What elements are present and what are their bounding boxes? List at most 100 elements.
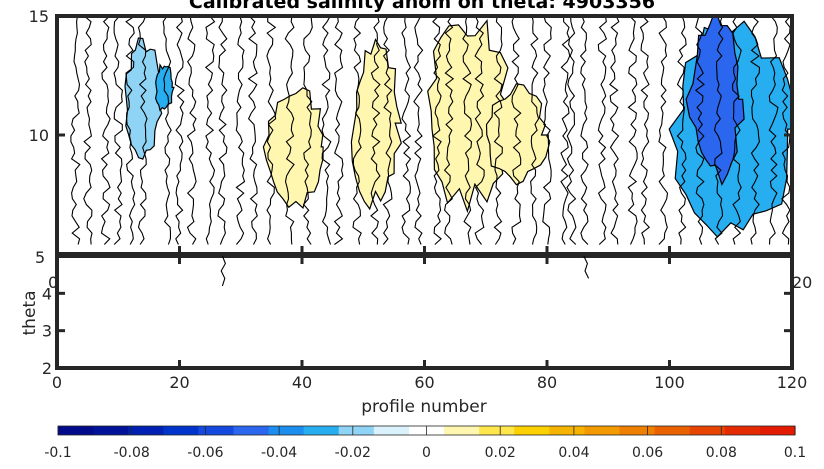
contour-line	[70, 16, 81, 245]
x-axis-label: profile number	[361, 397, 486, 417]
contour-line	[333, 16, 344, 245]
contour-line	[768, 16, 779, 245]
contour-line	[530, 16, 540, 245]
x-tick-label: 20	[169, 373, 189, 392]
colorbar-swatch	[128, 426, 164, 435]
colorbar-swatch	[233, 426, 270, 435]
overlap-label-x-left: 0	[48, 273, 58, 292]
anomaly-region	[124, 37, 163, 160]
contour-line	[560, 16, 571, 245]
contour-line	[235, 16, 246, 245]
theta-contours-lower	[220, 255, 590, 287]
contour-line	[113, 16, 123, 245]
anomaly-region	[262, 87, 324, 209]
contour-line	[566, 16, 577, 245]
contour-line	[694, 16, 705, 245]
contour-line	[609, 16, 620, 245]
overlap-label-y5: 5	[35, 248, 45, 267]
contour-line	[321, 16, 332, 245]
colorbar-tick-label: -0.06	[187, 445, 223, 461]
colorbar-tick-label: -0.1	[44, 445, 71, 461]
colorbar-swatch	[514, 426, 550, 435]
y-tick-label: 10	[29, 126, 49, 145]
colorbar-tick-label: 0	[422, 445, 431, 461]
contour-line	[162, 16, 172, 245]
contour-line	[401, 16, 412, 245]
bottom-panel-frame	[55, 254, 794, 370]
colorbar-swatch	[654, 426, 691, 435]
contour-line	[639, 16, 651, 245]
y-tick-label: 2	[42, 359, 52, 378]
x-tick-label: 80	[537, 373, 557, 392]
contour-line	[713, 16, 724, 245]
colorbar-tick-label: 0.08	[706, 445, 737, 461]
colorbar-tick-label: 0.02	[485, 445, 516, 461]
contour-line	[542, 16, 552, 245]
contour-line	[302, 16, 313, 245]
colorbar-swatch	[584, 426, 621, 435]
contour-line	[83, 16, 93, 245]
colorbar-swatch	[268, 426, 305, 435]
y-tick-label: 3	[42, 322, 52, 341]
colorbar: -0.1 -0.08 -0.06 -0.04 -0.02 0 0.02 0.04 0.06 0.0…	[44, 425, 806, 461]
x-tick-label: 120	[777, 373, 808, 392]
contour-line	[413, 16, 424, 245]
colorbar-swatch	[724, 426, 761, 435]
contour-line	[627, 16, 638, 245]
contour-line	[597, 16, 608, 245]
contour-line	[462, 16, 473, 245]
x-tick-label: 60	[414, 373, 434, 392]
colorbar-swatch	[58, 426, 94, 435]
contour-line	[100, 16, 111, 245]
x-tick-label: 40	[292, 373, 312, 392]
contour-line	[137, 16, 148, 245]
anomaly-region	[485, 83, 550, 186]
x-tick-label: 0	[52, 373, 62, 392]
colorbar-swatch	[338, 426, 375, 435]
contour-line	[284, 16, 295, 245]
contour-line	[217, 16, 228, 245]
contour-line	[352, 16, 362, 245]
y-tick-label: 4	[42, 284, 52, 303]
chart-title: Calibrated salinity anom on theta: 49033…	[189, 0, 655, 13]
contour-line	[204, 16, 216, 245]
overlap-label-x-right: 20	[792, 273, 812, 292]
colorbar-swatch	[163, 426, 199, 435]
contour-line	[579, 16, 589, 245]
colorbar-swatch	[444, 426, 480, 435]
anomaly-region	[685, 16, 745, 187]
contour-line	[431, 16, 442, 245]
y-axis-label: theta	[20, 291, 40, 336]
contour-line	[781, 16, 791, 245]
contour-line	[220, 255, 227, 287]
contour-line	[750, 16, 761, 245]
contour-line	[382, 16, 393, 245]
contour-line	[186, 16, 197, 245]
contour-line	[474, 16, 485, 245]
contour-line	[443, 16, 455, 245]
colorbar-swatch	[373, 426, 410, 435]
contour-line	[731, 16, 742, 245]
colorbar-tick-label: 0.06	[632, 445, 663, 461]
contour-line	[493, 16, 503, 245]
contour-line	[266, 16, 277, 245]
colorbar-tick-label: -0.08	[114, 445, 150, 461]
salinity-anomaly-contours	[70, 16, 791, 245]
colorbar-swatch	[93, 426, 129, 435]
salinity-anomaly-fills	[124, 16, 792, 238]
x-tick-label: 100	[654, 373, 685, 392]
contour-line	[511, 16, 522, 245]
y-tick-label: 15	[29, 7, 49, 26]
colorbar-tick-label: -0.04	[261, 445, 297, 461]
colorbar-swatch	[619, 426, 656, 435]
contour-line	[658, 16, 669, 245]
colorbar-tick-label: -0.02	[335, 445, 371, 461]
colorbar-tick-label: 0.1	[784, 445, 806, 461]
contour-line	[125, 16, 136, 245]
colorbar-swatch	[198, 426, 235, 435]
contour-line	[676, 16, 687, 245]
colorbar-swatch	[479, 426, 515, 435]
colorbar-swatch	[689, 426, 726, 435]
colorbar-swatch	[759, 426, 796, 435]
